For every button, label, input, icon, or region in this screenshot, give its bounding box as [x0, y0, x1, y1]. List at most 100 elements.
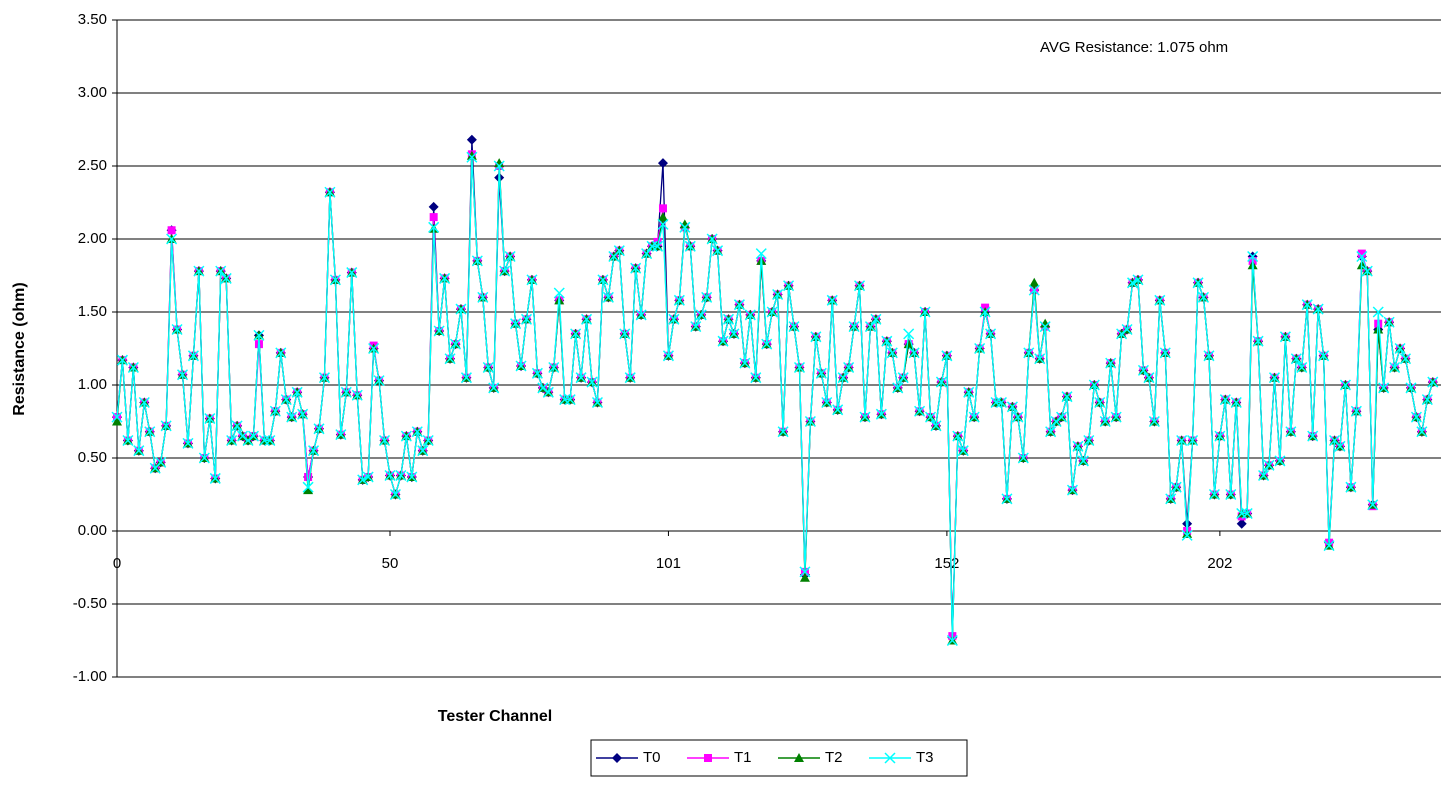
- marker: [739, 357, 751, 369]
- marker: [127, 361, 139, 374]
- marker: [1416, 426, 1428, 438]
- y-tick-label: 3.00: [78, 84, 107, 101]
- marker: [1252, 335, 1264, 347]
- marker: [542, 386, 554, 398]
- marker: [373, 375, 385, 387]
- marker: [1367, 499, 1379, 511]
- marker: [630, 262, 642, 274]
- marker: [346, 267, 358, 279]
- marker: [231, 420, 243, 432]
- marker: [1394, 342, 1406, 355]
- marker: [815, 367, 827, 379]
- marker: [1378, 382, 1390, 394]
- marker: [510, 318, 522, 330]
- marker: [1088, 379, 1100, 391]
- marker: [804, 415, 816, 428]
- marker: [335, 429, 347, 441]
- marker: [204, 413, 216, 425]
- marker: [449, 338, 462, 350]
- marker: [1012, 411, 1024, 423]
- marker: [559, 394, 571, 406]
- marker: [968, 411, 980, 423]
- y-tick-label: -1.00: [73, 668, 107, 685]
- marker: [892, 382, 904, 394]
- marker: [520, 313, 533, 325]
- y-tick-label: -0.50: [73, 595, 107, 612]
- marker: [1410, 411, 1422, 423]
- marker: [1116, 328, 1128, 340]
- marker: [537, 382, 549, 394]
- marker: [1361, 265, 1373, 277]
- marker: [220, 272, 232, 284]
- marker: [864, 321, 876, 333]
- marker: [570, 328, 582, 340]
- marker: [429, 213, 438, 222]
- marker: [624, 372, 636, 384]
- legend-label: T0: [643, 749, 661, 766]
- x-tick-label: 50: [382, 555, 399, 572]
- series-line: [116, 139, 1434, 638]
- marker: [1143, 372, 1155, 384]
- marker: [1247, 250, 1259, 263]
- marker: [728, 328, 740, 340]
- marker: [155, 456, 167, 468]
- marker: [351, 389, 363, 401]
- y-tick-label: 0.00: [78, 522, 107, 539]
- marker: [586, 376, 598, 388]
- marker: [477, 291, 489, 303]
- marker: [979, 306, 991, 318]
- marker: [494, 158, 505, 168]
- marker: [597, 274, 609, 286]
- legend-label: T3: [916, 749, 934, 766]
- marker: [548, 361, 560, 374]
- y-tick-label: 0.50: [78, 449, 107, 466]
- series-line: [116, 157, 1434, 641]
- marker: [504, 250, 516, 263]
- marker: [1040, 318, 1051, 328]
- marker: [788, 321, 800, 333]
- marker: [1356, 250, 1368, 263]
- marker: [935, 376, 947, 388]
- marker: [1121, 323, 1133, 336]
- marker: [957, 445, 969, 457]
- marker: [706, 233, 718, 245]
- marker: [886, 347, 898, 359]
- marker: [1029, 277, 1040, 287]
- marker: [493, 160, 505, 172]
- marker: [837, 372, 849, 384]
- marker: [439, 272, 451, 284]
- marker: [411, 426, 423, 438]
- y-tick-label: 3.50: [78, 11, 107, 28]
- marker: [1279, 331, 1291, 343]
- series: [112, 134, 1438, 643]
- marker: [690, 321, 702, 333]
- marker: [635, 309, 647, 321]
- marker: [826, 294, 838, 306]
- marker: [308, 445, 320, 457]
- marker: [990, 396, 1002, 409]
- marker: [133, 445, 145, 457]
- marker: [1197, 291, 1210, 303]
- marker: [247, 430, 260, 442]
- marker: [1357, 249, 1366, 258]
- marker: [378, 434, 391, 447]
- marker: [963, 386, 975, 398]
- marker: [657, 218, 669, 230]
- marker: [722, 313, 735, 325]
- marker: [1208, 488, 1220, 501]
- marker: [1176, 434, 1188, 447]
- marker: [1105, 357, 1117, 369]
- marker: [112, 416, 122, 426]
- marker: [903, 339, 914, 349]
- marker: [122, 434, 134, 447]
- legend-marker: [704, 754, 712, 762]
- marker: [783, 280, 795, 292]
- marker: [575, 372, 587, 384]
- marker: [646, 240, 658, 252]
- marker: [591, 396, 603, 409]
- marker: [1372, 306, 1384, 318]
- marker: [1301, 299, 1313, 311]
- marker: [400, 430, 412, 442]
- marker: [613, 245, 625, 257]
